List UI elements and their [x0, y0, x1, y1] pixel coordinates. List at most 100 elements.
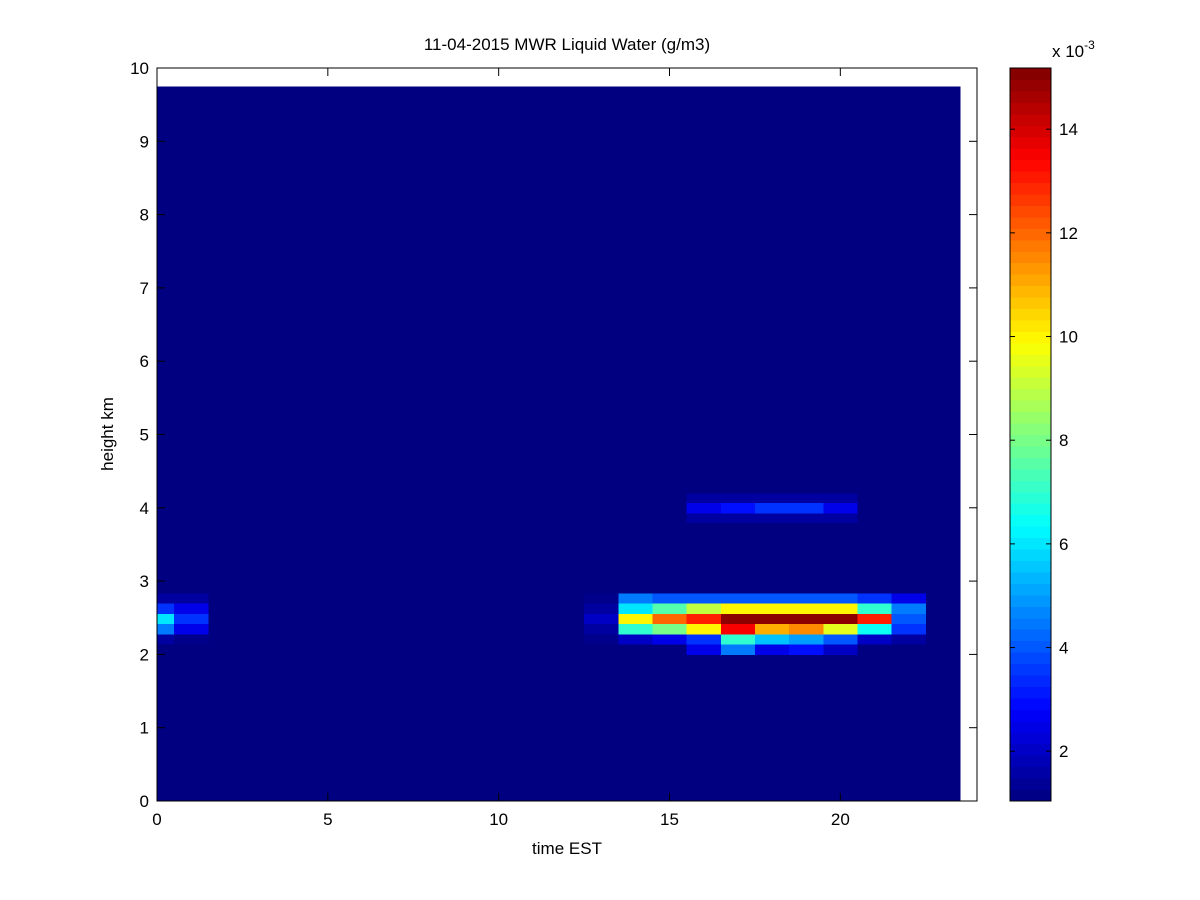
heatmap-cell	[310, 512, 346, 523]
heatmap-cell	[157, 623, 175, 635]
heatmap-cell	[925, 654, 961, 802]
heatmap-cell	[310, 623, 346, 635]
heatmap-cell	[823, 86, 858, 494]
colorbar-swatch	[1010, 629, 1051, 642]
heatmap-cell	[549, 512, 585, 523]
colorbar-swatch	[1010, 720, 1051, 733]
colorbar-swatch	[1010, 732, 1051, 745]
heatmap-cell	[720, 592, 756, 604]
heatmap-cell	[857, 654, 893, 802]
colorbar-swatch	[1010, 606, 1051, 619]
colorbar-swatch	[1010, 68, 1051, 80]
heatmap-cell	[242, 512, 278, 523]
heatmap-cell	[891, 654, 927, 802]
heatmap-cell	[174, 633, 209, 645]
heatmap-cell	[208, 633, 243, 645]
heatmap-cell	[157, 502, 175, 514]
heatmap-cell	[447, 623, 483, 635]
heatmap-cell	[276, 623, 312, 635]
heatmap-cell	[618, 613, 653, 625]
colorbar-swatch	[1010, 377, 1051, 390]
colorbar-swatch	[1010, 159, 1051, 172]
heatmap-cell	[652, 493, 688, 504]
colorbar-swatch	[1010, 297, 1051, 310]
heatmap-cell	[652, 633, 688, 645]
heatmap-cell	[789, 613, 824, 625]
heatmap-cell	[823, 592, 858, 604]
colorbar-scale-label: x 10-3	[1052, 38, 1095, 61]
colorbar-swatch	[1010, 205, 1051, 218]
heatmap-cell	[344, 502, 380, 514]
heatmap-cell	[754, 592, 790, 604]
heatmap-cell	[157, 644, 175, 655]
heatmap-cell	[344, 623, 380, 635]
heatmap-cell	[174, 603, 209, 614]
heatmap-cell	[379, 623, 414, 635]
heatmap-cell	[379, 502, 414, 514]
colorbar-tick-label: 10	[1059, 328, 1078, 347]
heatmap-cell	[447, 86, 483, 494]
colorbar-swatch	[1010, 125, 1051, 138]
heatmap-cell	[344, 86, 380, 494]
colorbar-swatch	[1010, 228, 1051, 241]
heatmap-cell	[208, 86, 243, 494]
heatmap-cell	[515, 603, 551, 614]
heatmap-cell	[686, 603, 722, 614]
colorbar-swatch	[1010, 342, 1051, 355]
heatmap-cell	[618, 644, 653, 655]
heatmap-cell	[720, 613, 756, 625]
y-tick-label: 4	[140, 499, 149, 518]
heatmap-cell	[754, 502, 790, 514]
heatmap-cell	[789, 603, 824, 614]
heatmap-cell	[686, 613, 722, 625]
heatmap-cell	[857, 603, 893, 614]
heatmap-cell	[276, 613, 312, 625]
heatmap-cell	[652, 86, 688, 494]
heatmap-cell	[310, 603, 346, 614]
heatmap-cell	[891, 86, 927, 494]
heatmap-cell	[720, 502, 756, 514]
heatmap-cell	[652, 644, 688, 655]
heatmap-cell	[242, 493, 278, 504]
heatmap-cell	[618, 512, 653, 523]
heatmap-cell	[481, 603, 517, 614]
colorbar-scale-exponent: -3	[1084, 38, 1095, 52]
y-tick-label: 9	[140, 132, 149, 151]
heatmap-cell	[515, 502, 551, 514]
heatmap-cell	[413, 86, 448, 494]
heatmap-cell	[515, 633, 551, 645]
heatmap-cell	[344, 644, 380, 655]
heatmap-cell	[584, 633, 619, 645]
heatmap-cell	[481, 512, 517, 523]
y-tick-label: 8	[140, 206, 149, 225]
heatmap-cell	[857, 592, 893, 604]
heatmap-cell	[515, 86, 551, 494]
heatmap-cell	[157, 592, 175, 604]
heatmap-cell	[276, 654, 312, 802]
heatmap-cell	[276, 522, 312, 594]
heatmap-cell	[549, 522, 585, 594]
heatmap-cell	[310, 592, 346, 604]
colorbar-swatch	[1010, 79, 1051, 92]
y-tick-label: 2	[140, 645, 149, 664]
colorbar-swatch	[1010, 90, 1051, 103]
heatmap-cell	[618, 493, 653, 504]
colorbar-swatch	[1010, 594, 1051, 607]
heatmap-cell	[652, 512, 688, 523]
heatmap-cell	[857, 623, 893, 635]
heatmap-cell	[208, 493, 243, 504]
heatmap-cell	[242, 522, 278, 594]
colorbar-swatch	[1010, 491, 1051, 504]
heatmap-cell	[789, 522, 824, 594]
heatmap-cell	[686, 633, 722, 645]
heatmap-cell	[208, 623, 243, 635]
heatmap-cell	[344, 613, 380, 625]
heatmap-cell	[174, 512, 209, 523]
heatmap-cell	[789, 623, 824, 635]
colorbar-swatch	[1010, 102, 1051, 115]
heatmap-cell	[515, 522, 551, 594]
heatmap-cell	[618, 86, 653, 494]
heatmap-cell	[584, 644, 619, 655]
heatmap-cell	[242, 592, 278, 604]
heatmap-cell	[310, 522, 346, 594]
